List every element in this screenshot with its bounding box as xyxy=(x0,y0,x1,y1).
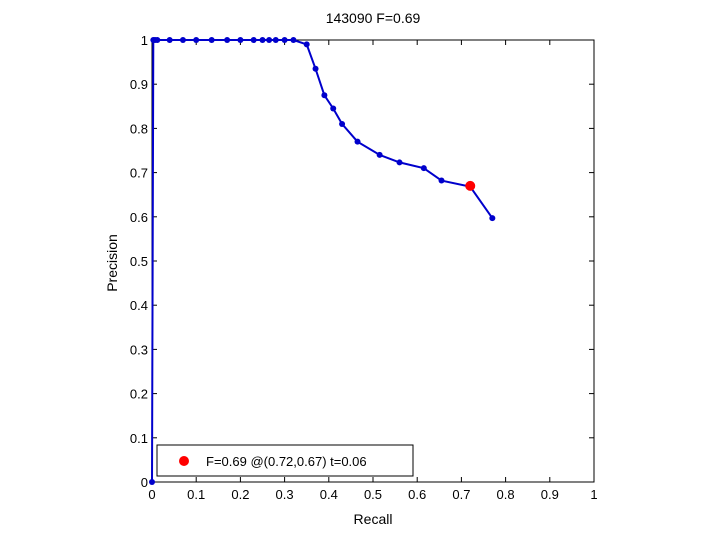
x-tick-label: 1 xyxy=(590,487,597,502)
y-tick-label: 0.9 xyxy=(130,77,148,92)
x-tick-label: 0.8 xyxy=(497,487,515,502)
y-tick-label: 0.4 xyxy=(130,298,148,313)
data-point xyxy=(250,37,257,43)
data-point xyxy=(312,65,319,72)
data-point xyxy=(489,215,496,222)
x-tick-label: 0.9 xyxy=(541,487,559,502)
y-tick-label: 0.3 xyxy=(130,342,148,357)
series-group xyxy=(149,37,496,485)
data-point xyxy=(272,37,279,43)
data-point xyxy=(154,37,161,43)
x-tick-label: 0.5 xyxy=(364,487,382,502)
data-point xyxy=(420,165,427,172)
series-line xyxy=(151,39,494,483)
data-point xyxy=(208,37,215,43)
data-point xyxy=(438,177,445,184)
data-point xyxy=(193,37,200,43)
data-point xyxy=(376,151,383,158)
data-point xyxy=(290,37,297,43)
data-point xyxy=(396,159,403,166)
y-tick-label: 0.2 xyxy=(130,387,148,402)
data-point xyxy=(259,37,266,43)
data-point xyxy=(330,105,337,112)
y-tick-label: 0.1 xyxy=(130,431,148,446)
y-axis-label: Precision xyxy=(104,234,120,292)
x-axis-label: Recall xyxy=(354,511,393,527)
y-tick-label: 0.5 xyxy=(130,254,148,269)
x-tick-label: 0 xyxy=(148,487,155,502)
y-tick-label: 1 xyxy=(141,33,148,48)
x-tick-label: 0.1 xyxy=(187,487,205,502)
axes-box xyxy=(151,39,595,483)
data-point xyxy=(224,37,231,43)
y-tick-label: 0 xyxy=(141,475,148,490)
y-tick-label: 0.8 xyxy=(130,121,148,136)
data-point xyxy=(237,37,244,43)
y-tick-label: 0.6 xyxy=(130,210,148,225)
data-point xyxy=(354,138,361,145)
data-point xyxy=(149,479,155,485)
best-f-point xyxy=(465,180,476,191)
x-tick-label: 0.6 xyxy=(408,487,426,502)
y-tick-label: 0.7 xyxy=(130,166,148,181)
x-tick-label: 0.4 xyxy=(320,487,338,502)
legend-label: F=0.69 @(0.72,0.67) t=0.06 xyxy=(206,454,367,469)
data-point xyxy=(303,41,310,48)
legend: F=0.69 @(0.72,0.67) t=0.06 xyxy=(156,444,414,477)
x-tick-label: 0.2 xyxy=(231,487,249,502)
ticks: 0 0.1 0.2 0.3 0.4 0.5 0.6 0.7 0.8 0.9 1 0 0.1 0.2 0.3 0… xyxy=(130,33,598,502)
data-point xyxy=(179,37,186,43)
legend-marker xyxy=(179,456,189,466)
data-point xyxy=(281,37,288,43)
plot-background xyxy=(152,40,594,482)
x-tick-label: 0.3 xyxy=(276,487,294,502)
data-point xyxy=(321,92,328,99)
data-point xyxy=(166,37,173,43)
chart-title: 143090 F=0.69 xyxy=(326,10,421,26)
data-point xyxy=(339,120,346,127)
x-tick-label: 0.7 xyxy=(452,487,470,502)
data-point xyxy=(266,37,273,43)
legend-box xyxy=(156,444,414,477)
